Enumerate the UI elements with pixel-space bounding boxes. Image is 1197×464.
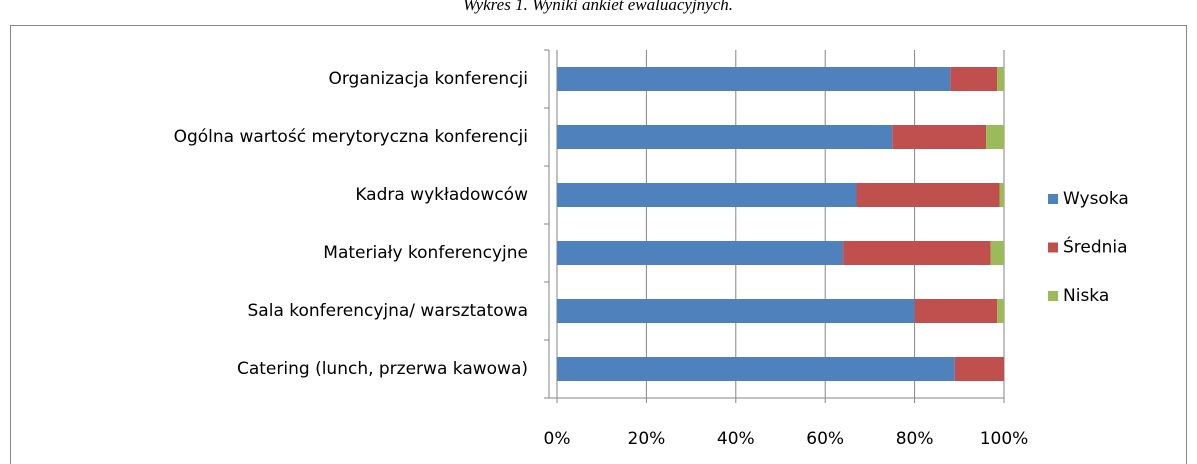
x-tick-label: 40% [717,429,755,449]
bar-segment [892,125,987,149]
x-tick-label: 0% [544,429,571,449]
chart-frame [10,25,1187,464]
chart-title: Wykres 1. Wyniki ankiet ewaluacyjnych. [463,0,733,14]
bar-segment [557,183,857,207]
bar-segment [557,241,844,265]
bar-segment [557,67,951,91]
bar-segment [999,183,1004,207]
y-tick-label: Organizacja konferencji [328,69,528,89]
bar-segment [557,125,893,149]
y-tick-label: Sala konferencyjna/ warsztatowa [248,301,528,321]
bar-segment [557,299,915,323]
x-tick-label: 80% [896,429,934,449]
y-tick-label: Ogólna wartość merytoryczna konferencji [174,127,528,147]
bar-segment [856,183,1000,207]
legend-swatch [1048,291,1058,301]
bar-segment [997,299,1004,323]
legend-label: Niska [1063,286,1109,306]
x-tick-label: 100% [980,429,1029,449]
y-tick-label: Kadra wykładowców [355,185,528,205]
bar-segment [557,357,955,381]
y-tick-label: Catering (lunch, przerwa kawowa) [237,359,528,379]
bar-segment [950,67,998,91]
legend-label: Wysoka [1063,189,1129,209]
legend-swatch [1048,242,1058,253]
x-tick-label: 60% [806,429,844,449]
x-tick-label: 20% [628,429,666,449]
bar-segment [914,299,998,323]
bar-segment [843,241,991,265]
bar-segment [986,125,1004,149]
legend-label: Średnia [1063,236,1128,258]
bar-segment [954,357,1004,381]
legend-swatch [1048,194,1058,204]
bar-segment [997,67,1004,91]
y-tick-label: Materiały konferencyjne [323,243,528,263]
bar-segment [990,241,1004,265]
